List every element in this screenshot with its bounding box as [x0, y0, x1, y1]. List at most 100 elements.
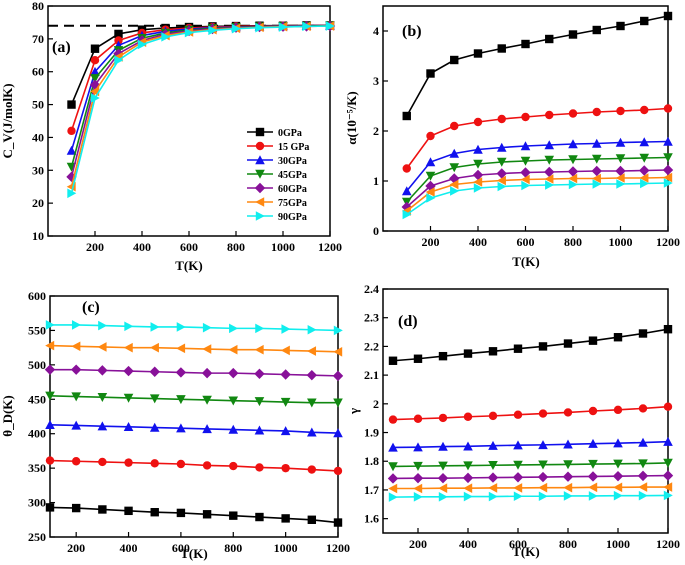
data-point — [413, 414, 423, 423]
data-point — [663, 136, 673, 146]
data-point — [387, 473, 399, 484]
legend-label: 90GPa — [278, 212, 307, 223]
panel-d: (d) T(K) γ — [346, 288, 669, 559]
data-point — [67, 126, 76, 136]
series-line — [406, 107, 669, 169]
data-point — [202, 395, 212, 405]
data-point — [512, 472, 524, 483]
data-point — [149, 394, 160, 404]
data-point — [333, 428, 343, 438]
x-tick-label: 200 — [86, 240, 104, 254]
legend: 0GPa 15 GPa 30GPa 45GPa 60GPa 75GPa 90GPa — [247, 127, 309, 223]
data-point — [513, 483, 523, 493]
data-point — [488, 461, 498, 471]
data-point — [255, 127, 265, 137]
x-tick-label: 600 — [509, 537, 527, 551]
legend-label: 45GPa — [278, 170, 307, 181]
data-point — [201, 367, 213, 379]
y-axis-label: γ — [346, 408, 361, 415]
y-tick-label: 2.3 — [364, 311, 379, 325]
data-point — [613, 482, 623, 493]
data-point — [255, 141, 265, 151]
panel-label: (a) — [52, 39, 71, 56]
series-0GPa — [45, 503, 343, 527]
series-line — [406, 156, 669, 203]
data-point — [307, 346, 317, 356]
x-tick-label: 1000 — [606, 537, 630, 551]
x-axis-label: T(K) — [512, 254, 539, 269]
data-point — [45, 391, 55, 401]
data-point — [488, 483, 498, 493]
series-0GPa — [67, 21, 335, 109]
data-point — [563, 408, 573, 417]
data-point — [638, 459, 648, 469]
data-point — [150, 508, 159, 517]
data-point — [413, 461, 423, 471]
data-point — [545, 110, 554, 120]
data-point — [90, 93, 100, 103]
plot-area-d: 200 400 600 800 1000 1200 1.6 1.7 1.8 1.9 2 2.1 2.2 2… — [364, 282, 680, 551]
data-point — [254, 368, 265, 380]
data-point — [587, 471, 599, 482]
data-point — [588, 482, 598, 493]
y-tick-label: 250 — [28, 530, 46, 544]
data-point — [639, 173, 649, 183]
data-point — [412, 472, 424, 484]
data-point — [176, 423, 186, 433]
series-line — [70, 25, 331, 178]
y-axis-label: θ_D(K) — [0, 395, 15, 436]
y-tick-label: 400 — [28, 427, 46, 441]
data-point — [638, 490, 648, 501]
data-point — [413, 442, 423, 452]
x-tick-label: 800 — [227, 240, 245, 254]
y-tick-label: 50 — [32, 98, 44, 112]
data-point — [463, 349, 473, 358]
x-axis-label: T(K) — [175, 258, 202, 273]
data-point — [66, 171, 77, 183]
x-tick-label: 1000 — [609, 235, 633, 249]
data-point — [228, 424, 239, 434]
data-point — [413, 492, 423, 502]
data-point — [513, 440, 523, 450]
data-point — [544, 140, 555, 150]
data-point — [402, 111, 411, 121]
y-tick-label: 2 — [373, 124, 379, 138]
data-point — [513, 344, 523, 353]
data-point — [463, 441, 473, 451]
y-tick-label: 2 — [373, 397, 379, 411]
panel-label: (c) — [82, 299, 100, 316]
data-point — [472, 169, 484, 181]
y-tick-label: 0 — [373, 224, 379, 238]
data-point — [45, 419, 55, 429]
data-point — [637, 470, 649, 482]
data-point — [388, 483, 398, 494]
data-point — [568, 173, 578, 184]
data-point — [307, 398, 317, 408]
data-point — [513, 491, 523, 502]
data-point — [71, 320, 81, 330]
x-tick-label: 600 — [180, 240, 198, 254]
data-point — [97, 393, 108, 403]
data-point — [333, 398, 343, 408]
series-30GPa — [388, 436, 673, 452]
x-tick-label: 800 — [559, 537, 577, 551]
data-point — [497, 181, 507, 192]
data-point — [307, 324, 317, 335]
x-tick-label: 200 — [409, 537, 427, 551]
series-90GPa — [402, 178, 673, 220]
data-point — [520, 156, 531, 166]
data-point — [229, 461, 238, 471]
y-tick-label: 3 — [373, 74, 379, 88]
data-point — [612, 470, 624, 482]
data-point — [175, 367, 187, 378]
y-tick-label: 1.8 — [364, 454, 379, 468]
data-point — [45, 320, 55, 330]
data-point — [202, 344, 212, 354]
data-point — [202, 510, 212, 519]
data-point — [568, 30, 578, 39]
series-line — [49, 459, 339, 472]
data-point — [45, 456, 55, 465]
data-point — [229, 511, 238, 520]
data-point — [497, 114, 506, 124]
data-point — [521, 39, 530, 49]
